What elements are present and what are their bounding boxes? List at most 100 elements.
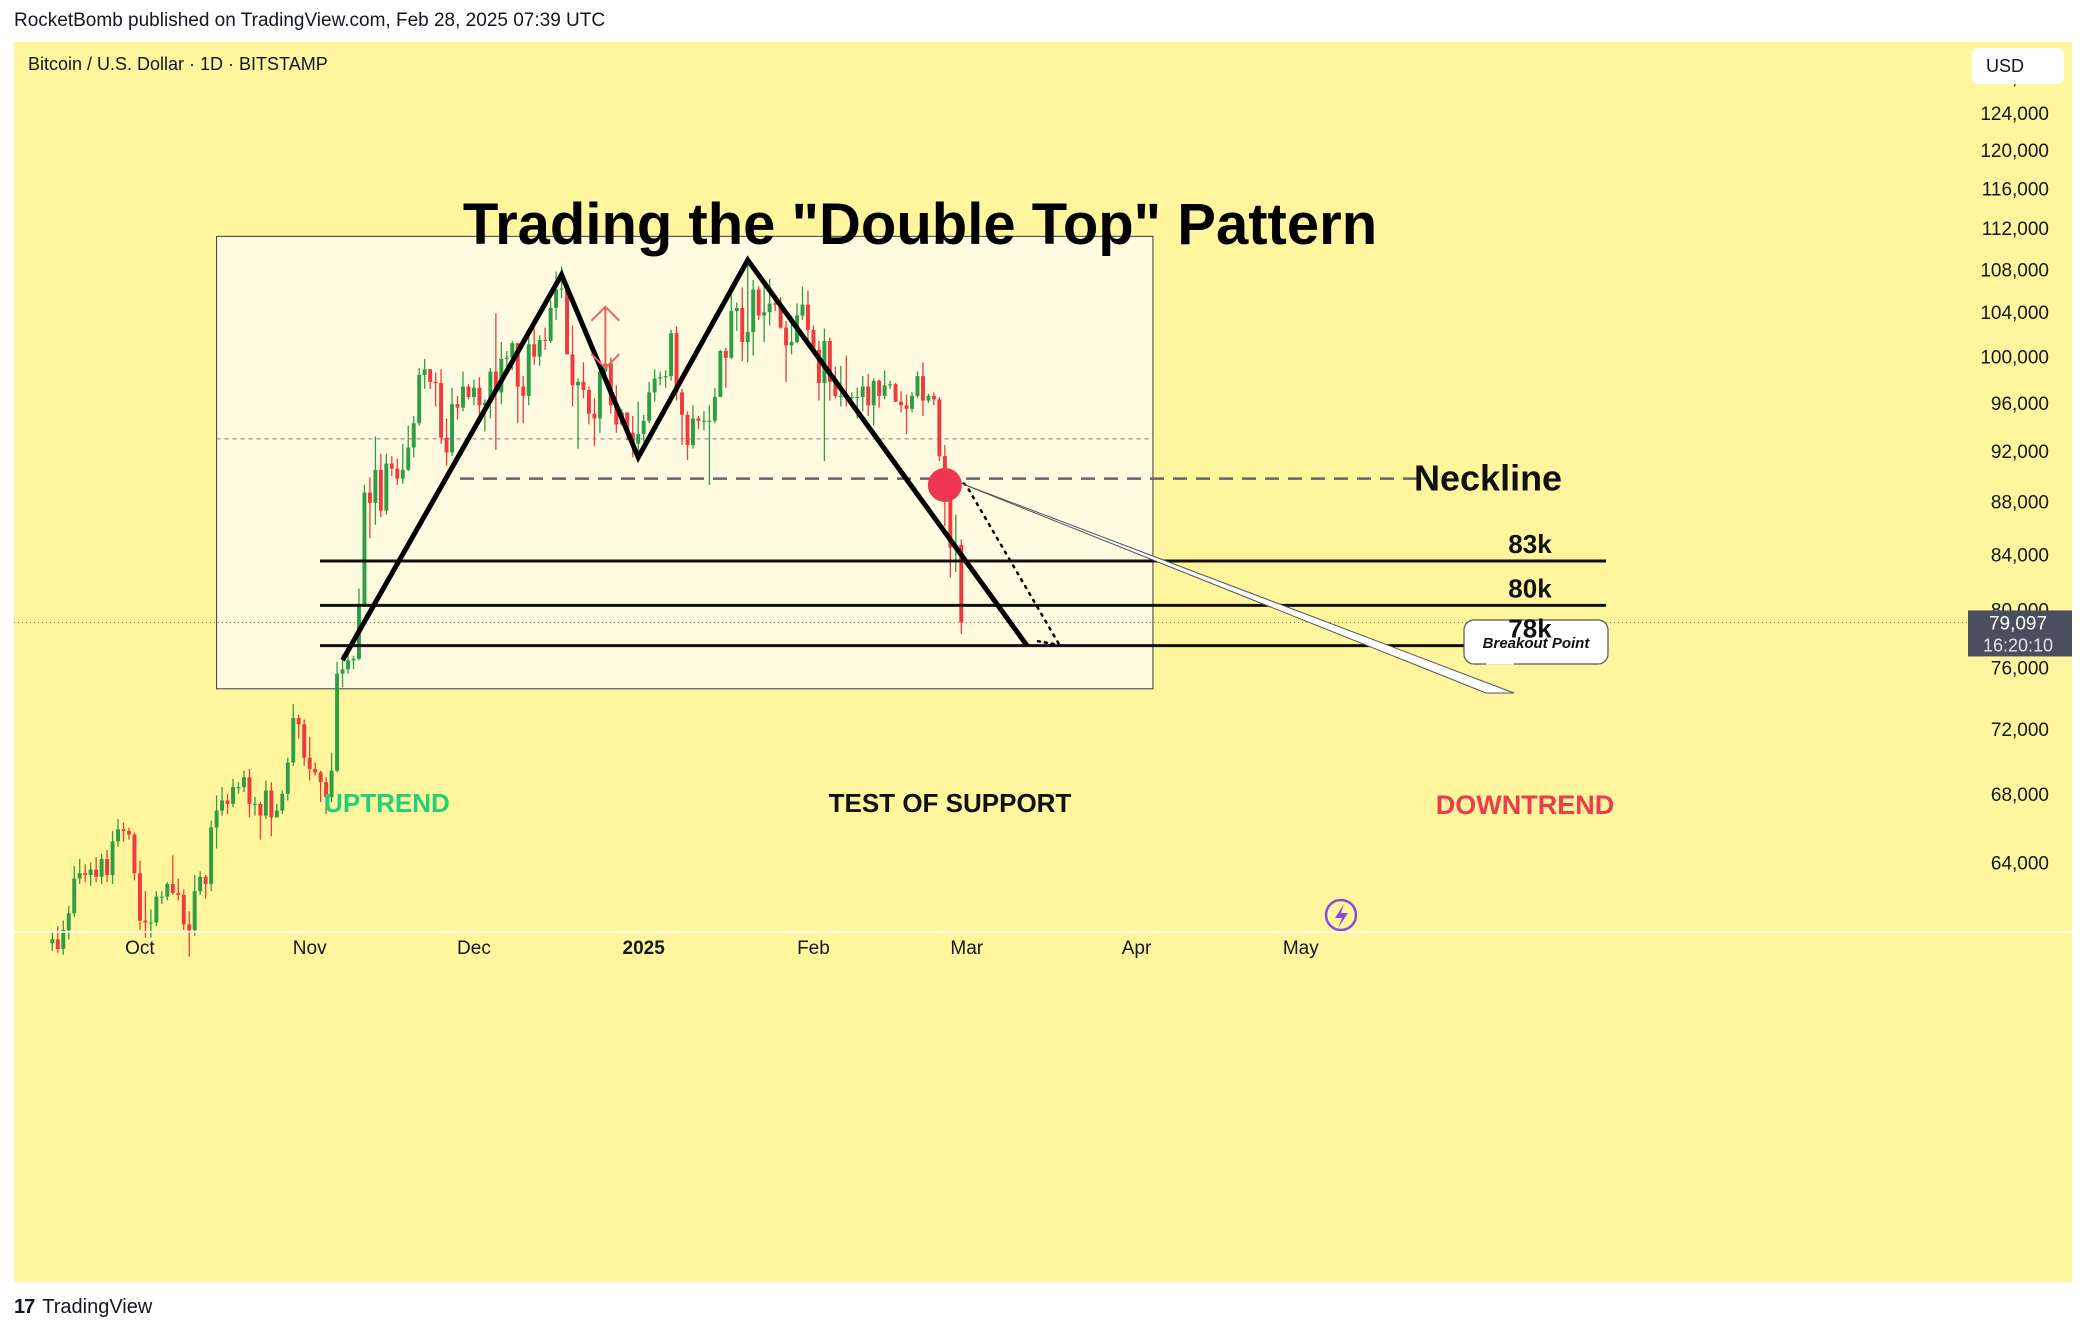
candle-body[interactable]	[860, 386, 865, 398]
candle-body[interactable]	[871, 380, 876, 406]
candle-body[interactable]	[899, 401, 904, 406]
candle-body[interactable]	[362, 492, 367, 604]
candle-body[interactable]	[701, 420, 706, 422]
candle-body[interactable]	[608, 363, 613, 406]
candle-body[interactable]	[346, 660, 350, 670]
candle-body[interactable]	[384, 463, 389, 511]
symbol-label[interactable]: Bitcoin / U.S. Dollar · 1D · BITSTAMP	[28, 54, 328, 74]
candle-body[interactable]	[132, 834, 137, 874]
candle-body[interactable]	[882, 385, 887, 396]
candle-body[interactable]	[302, 724, 307, 758]
candle-body[interactable]	[920, 376, 925, 401]
candle-body[interactable]	[329, 770, 334, 798]
candle-body[interactable]	[712, 397, 717, 421]
candle-body[interactable]	[723, 351, 728, 358]
candle-body[interactable]	[926, 395, 931, 401]
candle-body[interactable]	[77, 873, 82, 879]
candle-body[interactable]	[773, 303, 778, 305]
candle-body[interactable]	[159, 896, 164, 898]
candle-body[interactable]	[192, 891, 197, 930]
candle-body[interactable]	[170, 883, 175, 894]
candle-body[interactable]	[422, 369, 427, 375]
candle-body[interactable]	[893, 384, 898, 402]
candle-body[interactable]	[931, 395, 936, 400]
candle-body[interactable]	[778, 304, 783, 328]
footer-brand[interactable]: TradingView	[42, 1296, 153, 1318]
candle-body[interactable]	[105, 858, 110, 875]
candle-body[interactable]	[570, 354, 575, 386]
candle-body[interactable]	[428, 369, 433, 382]
candle-body[interactable]	[625, 412, 630, 433]
candle-body[interactable]	[526, 344, 531, 396]
candle-body[interactable]	[559, 288, 564, 290]
candle-body[interactable]	[296, 718, 301, 725]
candle-body[interactable]	[291, 718, 296, 763]
candle-body[interactable]	[543, 339, 548, 341]
candle-body[interactable]	[187, 924, 192, 930]
candle-body[interactable]	[209, 827, 214, 884]
candle-body[interactable]	[855, 397, 860, 399]
candle-body[interactable]	[592, 413, 597, 419]
candle-body[interactable]	[729, 311, 734, 358]
candle-body[interactable]	[937, 399, 942, 457]
candle-body[interactable]	[433, 381, 438, 384]
chart-area[interactable]: 83k 80k 78k Neckline Breakout Point Trading t…	[14, 42, 2072, 1282]
candle-body[interactable]	[734, 307, 739, 312]
candle-body[interactable]	[285, 762, 290, 794]
candle-body[interactable]	[477, 387, 482, 406]
candle-body[interactable]	[50, 939, 55, 944]
candle-body[interactable]	[745, 332, 750, 343]
candle-body[interactable]	[685, 414, 690, 446]
double-top-path[interactable]	[340, 255, 1030, 662]
candle-body[interactable]	[455, 404, 460, 408]
candle-body[interactable]	[904, 405, 909, 409]
candle-body[interactable]	[242, 777, 246, 788]
candle-body[interactable]	[400, 469, 405, 479]
candle-body[interactable]	[537, 339, 542, 357]
candle-body[interactable]	[652, 378, 657, 393]
candle-body[interactable]	[220, 800, 225, 811]
candle-body[interactable]	[99, 858, 104, 877]
candle-body[interactable]	[647, 392, 652, 421]
candle-body[interactable]	[367, 492, 372, 503]
candle-body[interactable]	[247, 777, 252, 804]
currency-button[interactable]: USD	[1972, 48, 2064, 84]
candle-body[interactable]	[214, 810, 219, 828]
candle-body[interactable]	[740, 307, 745, 343]
candle-body[interactable]	[154, 896, 159, 923]
candle-body[interactable]	[137, 873, 142, 921]
candle-body[interactable]	[335, 673, 340, 771]
candle-body[interactable]	[378, 469, 383, 511]
candle-body[interactable]	[236, 787, 241, 789]
candle-body[interactable]	[203, 876, 208, 884]
candle-body[interactable]	[411, 423, 416, 448]
candle-body[interactable]	[948, 491, 953, 548]
candle-body[interactable]	[324, 782, 329, 798]
candle-body[interactable]	[94, 869, 99, 877]
candle-body[interactable]	[816, 349, 821, 384]
candle-body[interactable]	[493, 371, 498, 393]
candle-body[interactable]	[181, 894, 186, 925]
candle-body[interactable]	[866, 386, 871, 406]
candle-body[interactable]	[707, 420, 712, 422]
candle-body[interactable]	[548, 307, 553, 341]
candle-body[interactable]	[88, 869, 93, 875]
candle-body[interactable]	[910, 395, 914, 409]
candle-body[interactable]	[116, 829, 121, 842]
candle-body[interactable]	[680, 392, 685, 415]
candle-body[interactable]	[318, 772, 323, 783]
candle-body[interactable]	[532, 344, 537, 357]
candle-body[interactable]	[274, 810, 279, 818]
candle-body[interactable]	[586, 390, 591, 414]
candle-body[interactable]	[554, 289, 559, 308]
candle-body[interactable]	[827, 340, 832, 382]
lightning-icon[interactable]	[1324, 898, 1358, 932]
candle-body[interactable]	[389, 463, 394, 469]
candle-body[interactable]	[959, 544, 964, 623]
candle-body[interactable]	[691, 418, 695, 446]
candle-body[interactable]	[597, 371, 602, 419]
candle-body[interactable]	[148, 922, 153, 924]
candle-body[interactable]	[581, 381, 586, 391]
candle-body[interactable]	[176, 893, 181, 895]
candle-body[interactable]	[61, 930, 66, 949]
